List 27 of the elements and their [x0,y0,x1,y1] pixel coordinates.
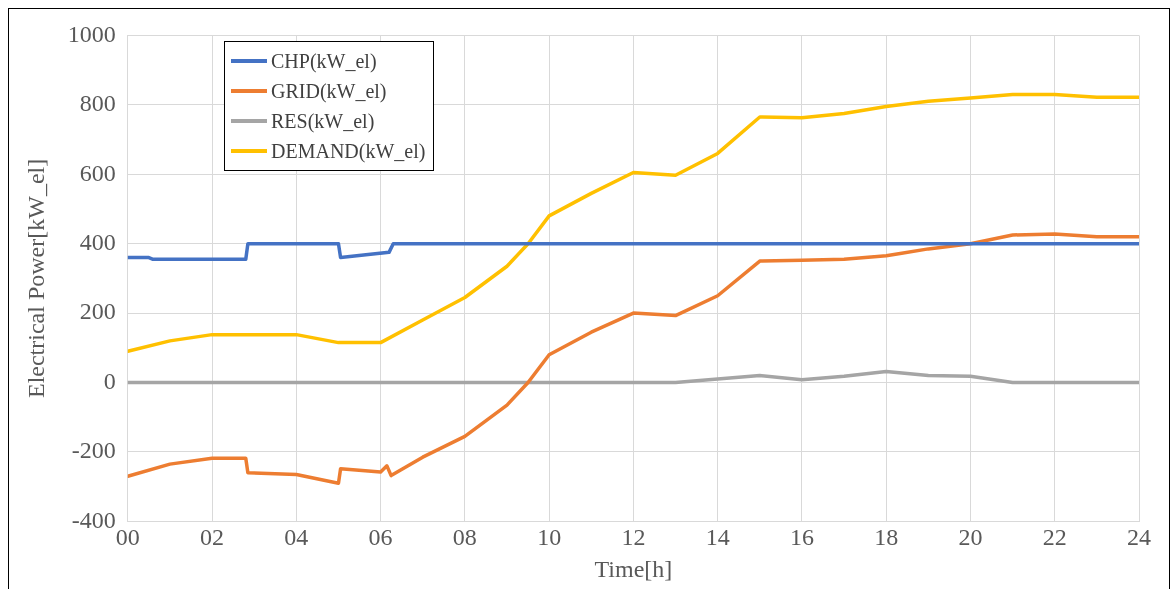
y-tick-label: 200 [79,298,116,325]
y-tick-label: 800 [79,90,116,117]
x-axis-title: Time[h] [594,555,673,582]
x-tick-label: 16 [789,524,814,551]
y-tick-label: 0 [103,367,116,394]
legend-label: RES(kW_el) [271,109,375,133]
x-tick-label: 18 [874,524,899,551]
y-tick-label: 600 [79,159,116,186]
x-tick-label: 04 [284,524,309,551]
legend-label: CHP(kW_el) [271,49,377,73]
x-tick-label: 14 [705,524,730,551]
legend-label: DEMAND(kW_el) [271,139,426,163]
x-tick-label: 12 [621,524,646,551]
x-tick-label: 20 [958,524,983,551]
x-tick-label: 08 [452,524,477,551]
y-tick-label: 1000 [67,20,116,47]
y-tick-label: -400 [71,506,116,533]
legend-label: GRID(kW_el) [271,79,387,103]
x-tick-label: 02 [200,524,225,551]
y-tick-label: 400 [79,228,116,255]
x-tick-label: 22 [1042,524,1067,551]
y-tick-label: -200 [71,437,116,464]
x-tick-label: 06 [368,524,393,551]
x-tick-label: 00 [115,524,140,551]
x-tick-label: 24 [1127,524,1151,551]
y-axis-title: Electrical Power[kW_el] [22,158,49,399]
x-tick-label: 10 [537,524,562,551]
